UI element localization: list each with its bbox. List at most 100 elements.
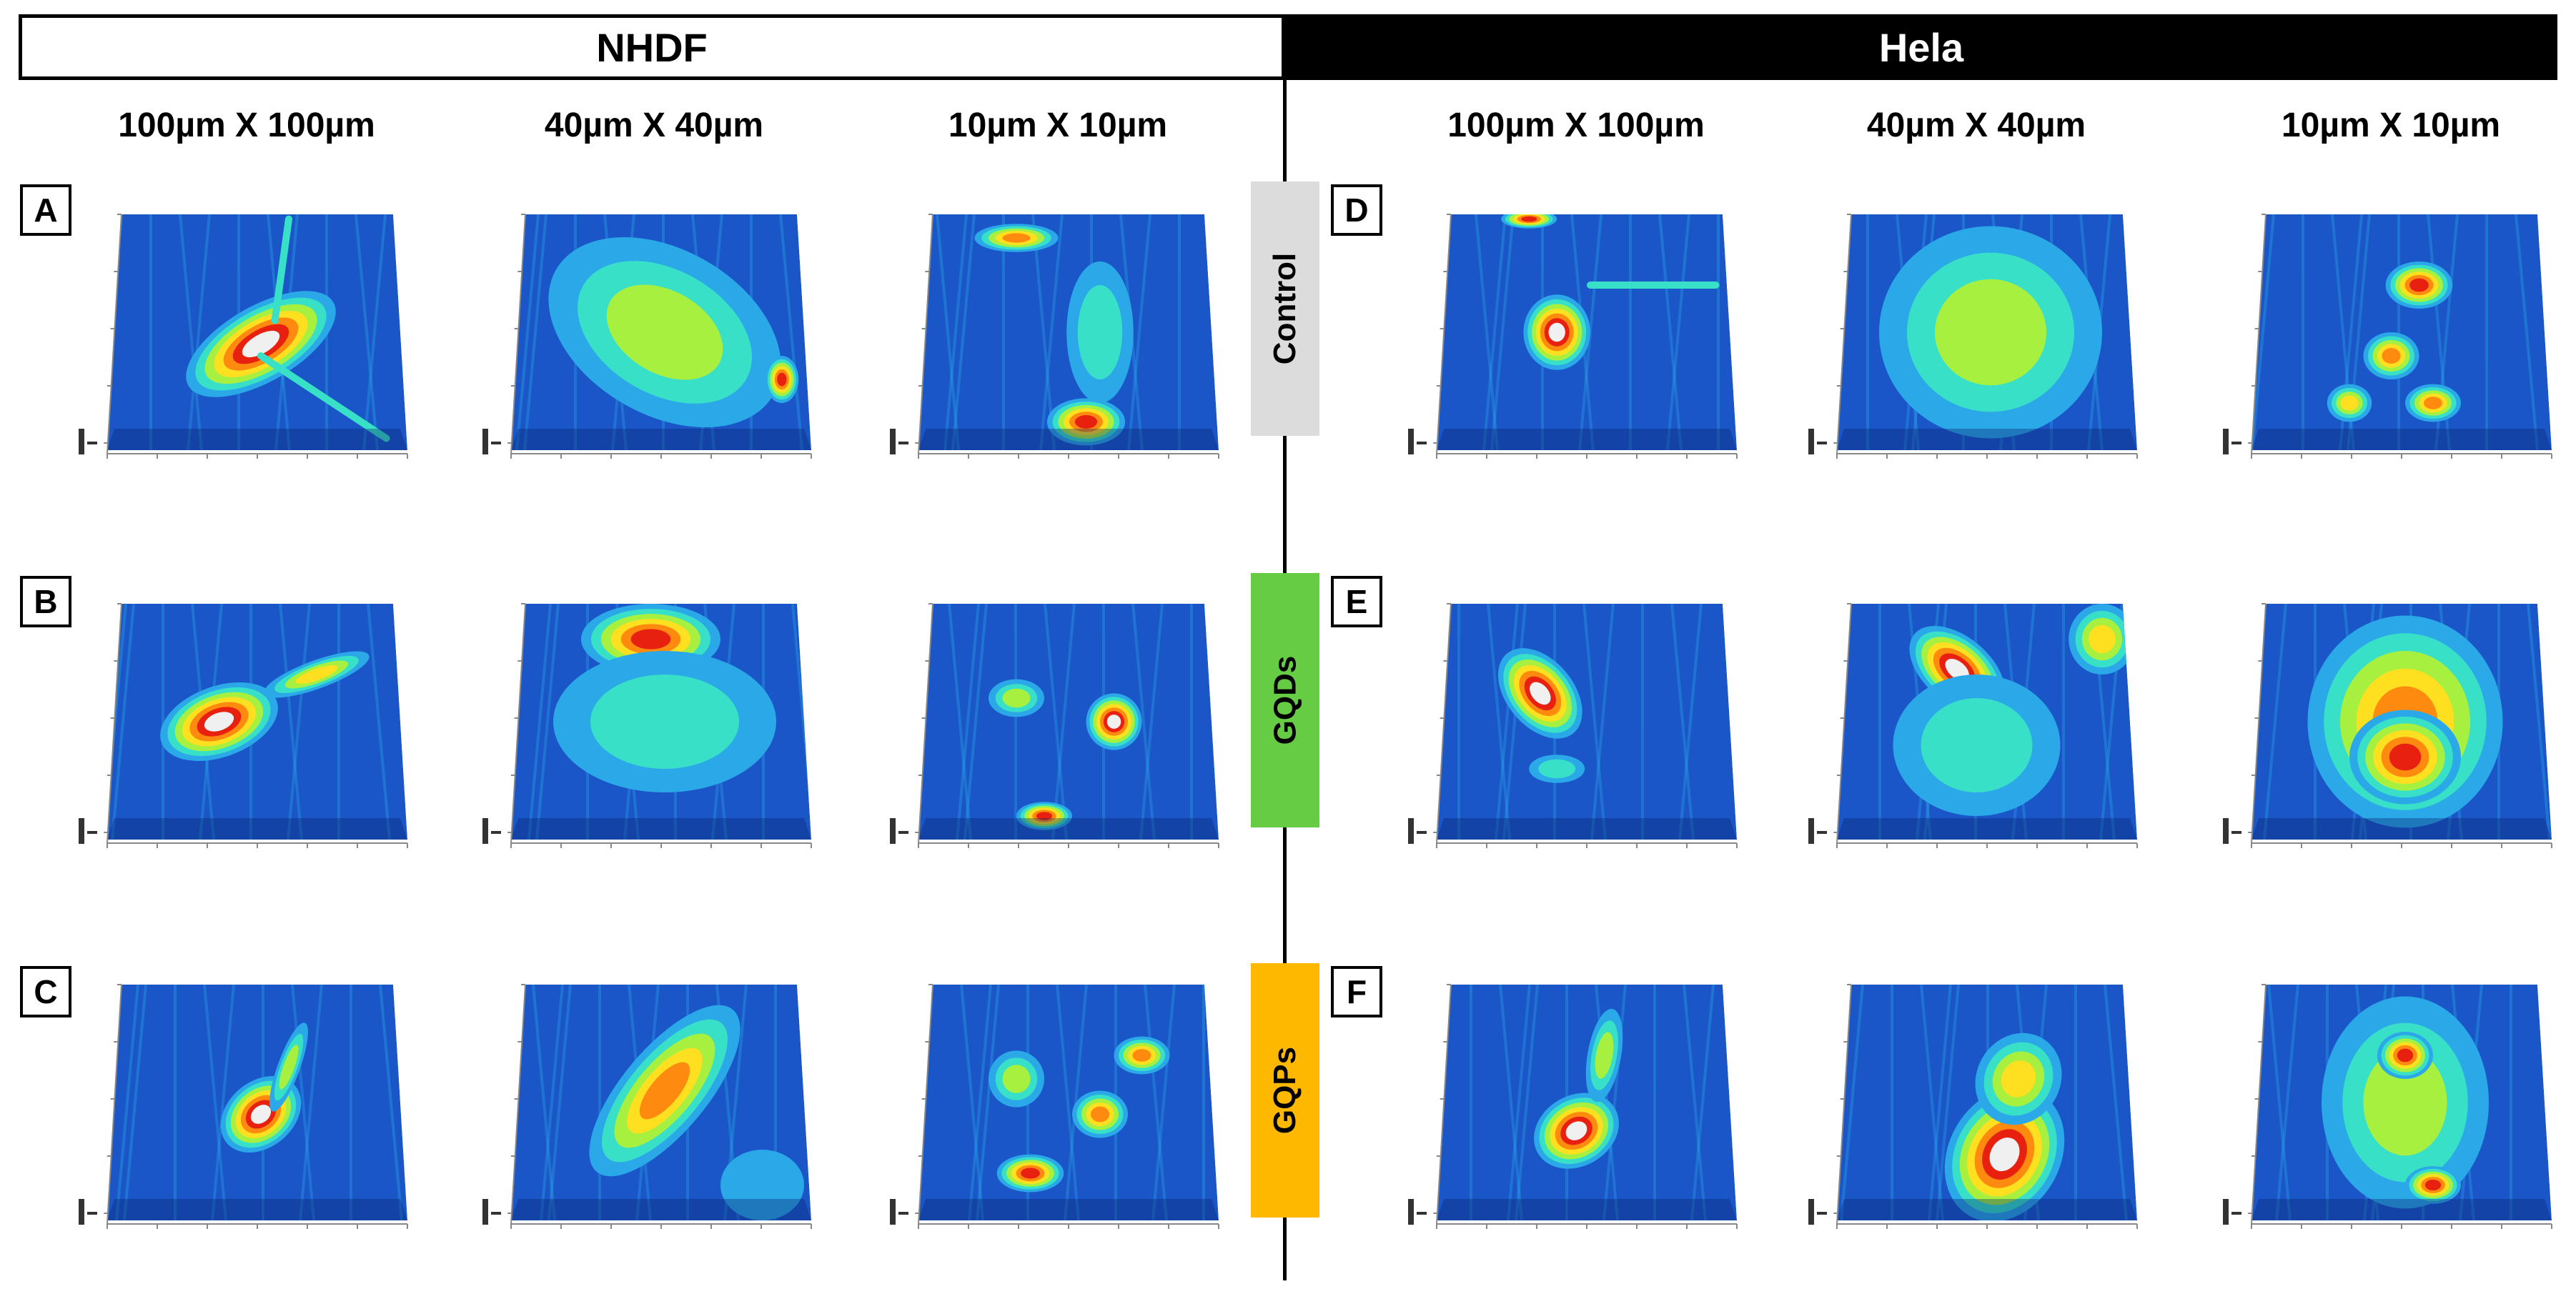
scale-label-nhdf-10: 10µm X 10µm — [948, 106, 1168, 144]
afm-feature — [2363, 332, 2419, 379]
condition-control-label: Control — [1267, 252, 1302, 365]
afm-axes — [2248, 984, 2552, 1229]
afm-axes — [915, 984, 1219, 1229]
afm-feature — [186, 291, 336, 397]
afm-topography-image — [1808, 603, 2138, 848]
afm-z-scale-mark — [1408, 1199, 1427, 1225]
afm-feature — [1086, 693, 1142, 750]
afm-feature — [269, 1022, 308, 1112]
afm-topography-image — [890, 214, 1219, 459]
afm-base-surface — [2251, 214, 2552, 450]
afm-panel-control-hela-10 — [2223, 214, 2552, 464]
afm-feature — [1072, 1090, 1128, 1138]
afm-panel-gqds-hela-10 — [2223, 603, 2552, 854]
afm-axes — [507, 603, 812, 848]
afm-z-scale-mark — [482, 429, 501, 454]
afm-feature — [1016, 802, 1072, 830]
condition-control: Control — [1251, 181, 1319, 436]
afm-axes — [1833, 214, 2138, 459]
afm-axes — [915, 214, 1219, 459]
afm-z-scale-mark — [1808, 429, 1827, 454]
afm-topography-image — [1408, 214, 1738, 459]
afm-panel-control-nhdf-10 — [890, 214, 1219, 464]
afm-topography-image — [890, 603, 1219, 848]
afm-feature — [2385, 262, 2453, 309]
nhdf-header-label: NHDF — [596, 24, 708, 70]
afm-feature — [589, 1005, 740, 1177]
afm-feature — [1066, 262, 1134, 403]
afm-panel-gqds-nhdf-40 — [482, 603, 812, 854]
afm-feature — [1534, 1093, 1619, 1169]
afm-panel-gqps-hela-100 — [1408, 984, 1738, 1235]
afm-feature — [1879, 226, 2102, 439]
afm-axes — [507, 984, 812, 1229]
afm-feature — [1944, 1087, 2065, 1220]
afm-feature — [1585, 1008, 1623, 1103]
afm-feature — [1046, 398, 1126, 446]
afm-feature — [1114, 1036, 1170, 1075]
afm-feature — [2069, 604, 2136, 675]
condition-gqds-label: GQDs — [1267, 655, 1303, 745]
afm-axes — [2248, 603, 2552, 848]
afm-feature — [1497, 648, 1582, 739]
afm-panel-gqps-hela-40 — [1808, 984, 2138, 1235]
condition-gqps-label: GQPs — [1267, 1046, 1302, 1135]
afm-feature — [264, 651, 370, 698]
afm-axes — [1433, 603, 1738, 848]
afm-feature — [989, 1050, 1044, 1108]
afm-topography-image — [1408, 984, 1738, 1229]
scale-label-nhdf-40: 40µm X 40µm — [544, 106, 764, 144]
afm-feature — [1893, 675, 2061, 816]
afm-z-scale-mark — [1808, 1199, 1827, 1225]
scale-label-hela-10: 10µm X 10µm — [2281, 106, 2501, 144]
afm-z-scale-mark — [890, 1199, 908, 1225]
afm-z-scale-mark — [482, 1199, 501, 1225]
afm-panel-gqds-nhdf-100 — [79, 603, 408, 854]
afm-feature — [1529, 755, 1585, 783]
afm-axes — [1833, 984, 2138, 1229]
afm-axes — [507, 214, 812, 459]
afm-topography-image — [890, 984, 1219, 1229]
afm-topography-image — [2223, 603, 2552, 848]
afm-topography-image — [2223, 984, 2552, 1229]
afm-axes — [1433, 214, 1738, 459]
afm-feature — [974, 224, 1059, 252]
afm-z-scale-mark — [1408, 429, 1427, 454]
afm-feature — [2405, 1166, 2461, 1204]
hela-header-label: Hela — [1878, 24, 1964, 70]
afm-topography-image — [482, 984, 812, 1229]
panel-letter-f: F — [1331, 966, 1382, 1017]
afm-feature — [2322, 996, 2489, 1209]
afm-panel-gqps-nhdf-40 — [482, 984, 812, 1235]
afm-feature — [2349, 710, 2461, 805]
panel-letter-b: B — [20, 576, 71, 627]
afm-feature — [160, 682, 278, 761]
afm-panel-gqps-nhdf-10 — [890, 984, 1219, 1235]
afm-feature — [2327, 384, 2372, 422]
afm-feature — [720, 1150, 804, 1220]
afm-topography-image — [79, 214, 408, 459]
afm-feature — [548, 237, 781, 428]
scale-label-hela-40: 40µm X 40µm — [1866, 106, 2086, 144]
afm-panel-control-nhdf-40 — [482, 214, 812, 464]
afm-z-scale-mark — [890, 429, 908, 454]
afm-axes — [1833, 603, 2138, 848]
afm-topography-image — [1808, 214, 2138, 459]
afm-topography-image — [2223, 214, 2552, 459]
nhdf-header: NHDF — [19, 14, 1285, 80]
afm-feature — [765, 356, 799, 403]
afm-panel-control-hela-40 — [1808, 214, 2138, 464]
afm-axes — [104, 214, 408, 459]
panel-letter-e: E — [1331, 576, 1382, 627]
panel-letter-a: A — [20, 184, 71, 236]
afm-feature — [1501, 214, 1557, 229]
hela-header: Hela — [1285, 14, 2557, 80]
afm-axes — [2248, 214, 2552, 459]
afm-panel-gqds-hela-40 — [1808, 603, 2138, 854]
afm-panel-gqps-hela-10 — [2223, 984, 2552, 1235]
afm-base-surface — [918, 604, 1219, 840]
afm-topography-image — [1408, 603, 1738, 848]
afm-z-scale-mark — [79, 1199, 97, 1225]
afm-topography-image — [482, 214, 812, 459]
afm-panel-control-hela-100 — [1408, 214, 1738, 464]
